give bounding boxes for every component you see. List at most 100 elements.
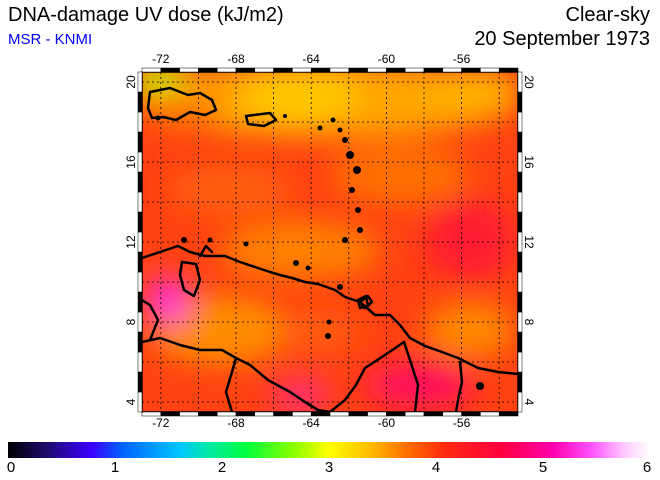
longitude-label-top: -64 xyxy=(303,52,321,66)
frame-tick-segment xyxy=(386,67,406,73)
colorbar-tick-label: 0 xyxy=(6,459,16,476)
frame-tick-segment xyxy=(498,67,519,73)
frame-tick-segment xyxy=(498,411,519,417)
latitude-label-left: 12 xyxy=(124,235,138,249)
frame-tick-segment xyxy=(137,391,143,413)
frame-tick-segment xyxy=(442,67,462,73)
frame-tick-segment xyxy=(517,171,523,193)
latitude-label-left: 4 xyxy=(124,398,138,405)
frame-tick-segment xyxy=(273,411,293,417)
frame-tick-segment xyxy=(137,371,143,393)
frame-tick-segment xyxy=(480,411,500,417)
frame-tick-segment xyxy=(517,211,523,233)
longitude-label-top: -68 xyxy=(227,52,245,66)
frame-tick-segment xyxy=(216,67,237,73)
colorbar xyxy=(8,442,650,458)
frame-tick-segment xyxy=(517,231,523,253)
frame-tick-segment xyxy=(137,351,143,373)
map-title: DNA-damage UV dose (kJ/m2) xyxy=(8,4,284,26)
longitude-label-bottom: -68 xyxy=(227,416,245,430)
longitude-label-bottom: -72 xyxy=(152,416,170,430)
frame-tick-segment xyxy=(517,311,523,333)
data-source-label: MSR - KNMI xyxy=(8,31,93,48)
frame-tick-segment xyxy=(423,67,444,73)
frame-tick-segment xyxy=(517,371,523,393)
frame-tick-segment xyxy=(517,151,523,173)
frame-tick-segment xyxy=(329,67,350,73)
frame-tick-segment xyxy=(348,67,368,73)
frame-tick-segment xyxy=(367,67,387,73)
frame-tick-segment xyxy=(517,331,523,353)
frame-tick-segment xyxy=(137,251,143,273)
frame-tick-segment xyxy=(137,271,143,293)
frame-tick-segment xyxy=(137,311,143,333)
frame-tick-segment xyxy=(404,411,425,417)
frame-tick-segment xyxy=(198,67,218,73)
longitude-label-top: -72 xyxy=(152,52,170,66)
longitude-label-top: -56 xyxy=(453,52,471,66)
frame-tick-segment xyxy=(517,131,523,153)
colorbar-tick-label: 6 xyxy=(642,459,652,476)
frame-tick-segment xyxy=(137,151,143,173)
frame-tick-segment xyxy=(137,231,143,253)
frame-tick-segment xyxy=(517,291,523,313)
frame-tick-segment xyxy=(179,67,199,73)
latitude-label-left: 8 xyxy=(124,318,138,325)
colorbar-tick-label: 3 xyxy=(324,459,334,476)
trinidad xyxy=(356,294,370,310)
lake-maracaibo xyxy=(178,260,202,298)
colombia-venezuela-border xyxy=(142,336,238,412)
frame-tick-segment xyxy=(254,411,274,417)
venezuela-brazil-border xyxy=(234,356,332,412)
frame-tick-segment xyxy=(198,411,218,417)
longitude-label-top: -60 xyxy=(378,52,396,66)
hispaniola-coastline xyxy=(146,86,218,122)
frame-tick-segment xyxy=(137,331,143,353)
frame-tick-segment xyxy=(179,411,199,417)
colombia-east-border xyxy=(142,298,160,342)
frame-tick-segment xyxy=(141,67,162,73)
frame-tick-segment xyxy=(137,111,143,133)
uv-dose-map: -72 -72 -68 -68 -64 -64 -60 -60 -56 -56 4 4 8 8 12 12 16… xyxy=(124,52,536,430)
colorbar-tick-label: 5 xyxy=(538,459,548,476)
latitude-label-right: 16 xyxy=(522,155,536,169)
frame-tick-segment xyxy=(404,67,425,73)
longitude-label-bottom: -60 xyxy=(378,416,396,430)
paraguana xyxy=(198,244,214,258)
graticule xyxy=(142,72,518,412)
axis-labels: -72 -72 -68 -68 -64 -64 -60 -60 -56 -56 4 4 8 8 12 12 16… xyxy=(124,52,536,430)
latitude-label-right: 4 xyxy=(522,399,536,406)
colorbar-tick-label: 2 xyxy=(217,459,227,476)
frame-tick-segment xyxy=(235,67,256,73)
colorbar-tick-label: 1 xyxy=(110,459,120,476)
frame-tick-segment xyxy=(423,411,444,417)
frame-tick-segment xyxy=(480,67,500,73)
frame-tick-segment xyxy=(137,91,143,113)
frame-tick-segment xyxy=(310,67,331,73)
south-america-coastline xyxy=(142,244,518,376)
frame-tick-segment xyxy=(348,411,368,417)
frame-tick-segment xyxy=(517,271,523,293)
suriname-guiana-border xyxy=(454,360,464,412)
frame-tick-segment xyxy=(517,71,523,93)
frame-tick-segment xyxy=(517,191,523,213)
sky-condition-label: Clear-sky xyxy=(565,4,650,26)
frame-tick-segment xyxy=(461,67,481,73)
latitude-label-right: 20 xyxy=(522,75,536,89)
frame-tick-segment xyxy=(517,111,523,133)
frame-tick-segment xyxy=(137,131,143,153)
frame-tick-segment xyxy=(517,91,523,113)
frame-tick-segment xyxy=(254,67,274,73)
frame-tick-segment xyxy=(273,67,293,73)
frame-tick-segment xyxy=(137,171,143,193)
longitude-label-bottom: -64 xyxy=(303,416,321,430)
frame-tick-segment xyxy=(137,71,143,93)
frame-tick-segment xyxy=(517,391,523,413)
frame-tick-segment xyxy=(137,291,143,313)
colorbar-gradient xyxy=(8,442,650,458)
longitude-label-bottom: -56 xyxy=(453,416,471,430)
latitude-label-right: 12 xyxy=(522,235,536,249)
frame-tick-bar xyxy=(137,67,523,417)
frame-tick-segment xyxy=(329,411,350,417)
frame-tick-segment xyxy=(517,251,523,273)
